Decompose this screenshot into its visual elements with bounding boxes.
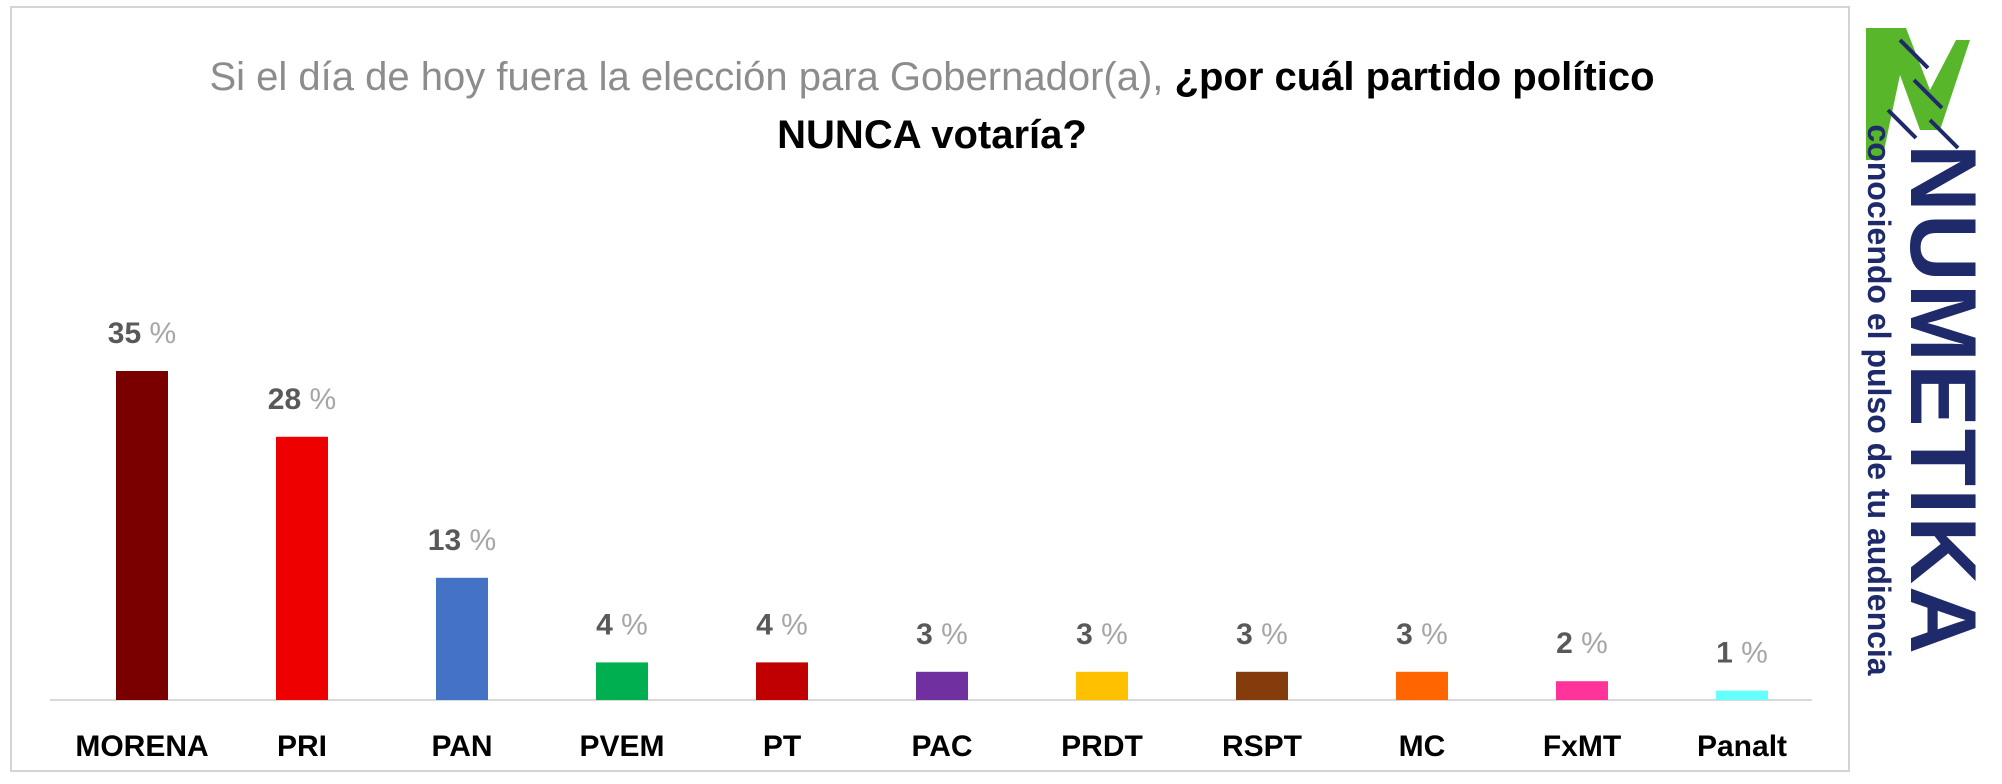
x-tick-label-panalt: Panalt <box>1697 730 1787 763</box>
bar-pt <box>756 662 808 700</box>
bar-mc <box>1396 671 1448 700</box>
bar-panalt <box>1716 690 1768 700</box>
brand-block: NUMETIKA conociendo el pulso de tu audie… <box>1861 124 1996 676</box>
chart-title: Si el día de hoy fuera la elección para … <box>12 48 1852 164</box>
bar-pri <box>276 436 328 700</box>
bar-fxmt <box>1556 681 1608 700</box>
data-label-pvem: 4 % <box>596 608 648 641</box>
bar-pan <box>436 577 488 700</box>
chart-title-bold-line1: ¿por cuál partido político <box>1174 55 1655 99</box>
x-tick-label-pri: PRI <box>277 730 327 763</box>
x-tick-label-mc: MC <box>1399 730 1446 763</box>
bar-prdt <box>1076 671 1128 700</box>
data-label-pt: 4 % <box>756 608 808 641</box>
chart-frame: Si el día de hoy fuera la elección para … <box>10 6 1850 772</box>
x-tick-label-pan: PAN <box>431 730 492 763</box>
data-label-fxmt: 2 % <box>1556 627 1608 660</box>
data-label-rspt: 3 % <box>1236 618 1288 651</box>
data-label-morena: 35 % <box>108 317 176 350</box>
data-label-pan: 13 % <box>428 524 496 557</box>
chart-title-bold-line2: NUNCA votaría? <box>777 113 1087 157</box>
x-tick-label-pt: PT <box>763 730 801 763</box>
brand-tagline: conociendo el pulso de tu audiencia <box>1861 124 1897 676</box>
chart-title-normal: Si el día de hoy fuera la elección para … <box>209 55 1175 99</box>
numetika-logo-icon <box>1866 28 1970 160</box>
x-tick-label-pvem: PVEM <box>579 730 664 763</box>
x-tick-label-prdt: PRDT <box>1061 730 1143 763</box>
data-label-panalt: 1 % <box>1716 637 1768 670</box>
data-label-pac: 3 % <box>916 618 968 651</box>
x-tick-label-fxmt: FxMT <box>1543 730 1621 763</box>
bar-chart: 35 % MORENA 28 % PRI 13 % PAN 4 % PVEM 4 % PT 3 % P… <box>50 317 1812 763</box>
data-label-prdt: 3 % <box>1076 618 1128 651</box>
x-tick-label-pac: PAC <box>911 730 972 763</box>
data-label-mc: 3 % <box>1396 618 1448 651</box>
bar-rspt <box>1236 671 1288 700</box>
bar-morena <box>116 371 168 700</box>
bar-pac <box>916 671 968 700</box>
brand-name: NUMETIKA <box>1891 143 1996 657</box>
bar-pvem <box>596 662 648 700</box>
x-tick-label-morena: MORENA <box>75 730 208 763</box>
data-label-pri: 28 % <box>268 383 336 416</box>
x-tick-label-rspt: RSPT <box>1222 730 1302 763</box>
